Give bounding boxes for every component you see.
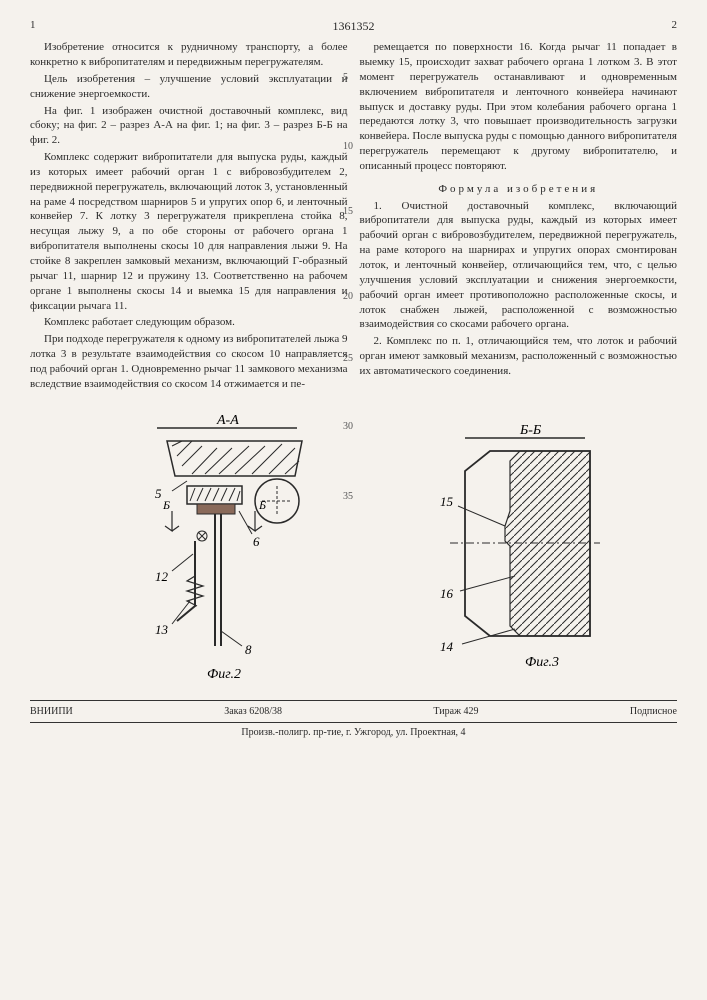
fig2-label-12: 12 [155, 569, 169, 584]
para: Комплекс содержит вибропитатели для выпу… [30, 150, 348, 313]
svg-text:Б: Б [162, 498, 170, 512]
para: Цель изобретения – улучшение условий экс… [30, 72, 348, 102]
claim: 2. Комплекс по п. 1, отличающийся тем, ч… [360, 334, 678, 379]
page-num-right: 2 [657, 18, 677, 34]
footer-sub: Подписное [630, 705, 677, 719]
fig3-caption: Фиг.3 [525, 655, 559, 670]
line-number-35: 35 [343, 490, 353, 504]
fig3-label-16: 16 [440, 586, 454, 601]
svg-text:Б: Б [258, 498, 266, 512]
column-right: ремещается по поверхности 16. Когда рыча… [360, 40, 678, 393]
para: ремещается по поверхности 16. Когда рыча… [360, 40, 678, 174]
fig2-beam [167, 441, 302, 476]
fig2-label-5: 5 [155, 486, 162, 501]
patent-number: 1361352 [50, 18, 657, 34]
line-number-15: 15 [343, 205, 353, 219]
para: При подходе перегружателя к одному из ви… [30, 332, 348, 391]
figure-2: А-А 5 [77, 406, 317, 691]
line-number-25: 25 [343, 352, 353, 366]
footer-addr: Произв.-полигр. пр-тие, г. Ужгород, ул. … [30, 723, 677, 740]
line-number-10: 10 [343, 140, 353, 154]
fig2-label-13: 13 [155, 622, 169, 637]
fig3-title: Б-Б [519, 423, 541, 438]
fig2-caption: Фиг.2 [207, 667, 241, 682]
line-number-30: 30 [343, 420, 353, 434]
line-number-5: 5 [343, 71, 348, 85]
line-number-20: 20 [343, 290, 353, 304]
footer: ВНИИПИ Заказ 6208/38 Тираж 429 Подписное… [30, 700, 677, 739]
claim: 1. Очистной доставочный комплекс, включа… [360, 199, 678, 333]
para: Изобретение относится к рудничному транс… [30, 40, 348, 70]
fig2-label-6: 6 [253, 534, 260, 549]
footer-tirazh: Тираж 429 [433, 705, 478, 719]
figures-row: А-А 5 [30, 406, 677, 691]
figure-3: Б-Б 15 16 [410, 416, 630, 681]
para: На фиг. 1 изображен очистной доставочный… [30, 104, 348, 149]
formula-title: Формула изобретения [360, 182, 678, 197]
footer-order: Заказ 6208/38 [224, 705, 282, 719]
page-num-left: 1 [30, 18, 50, 34]
fig2-label-8: 8 [245, 642, 252, 657]
footer-org: ВНИИПИ [30, 705, 73, 719]
para: Комплекс работает следующим образом. [30, 315, 348, 330]
fig3-label-15: 15 [440, 494, 454, 509]
text-columns: Изобретение относится к рудничному транс… [30, 40, 677, 393]
footer-line-1: ВНИИПИ Заказ 6208/38 Тираж 429 Подписное [30, 705, 677, 723]
fig3-label-14: 14 [440, 639, 454, 654]
fig2-bracket [187, 486, 242, 514]
header-row: 1 1361352 2 [30, 18, 677, 34]
fig2-title: А-А [216, 413, 239, 428]
column-left: Изобретение относится к рудничному транс… [30, 40, 348, 393]
